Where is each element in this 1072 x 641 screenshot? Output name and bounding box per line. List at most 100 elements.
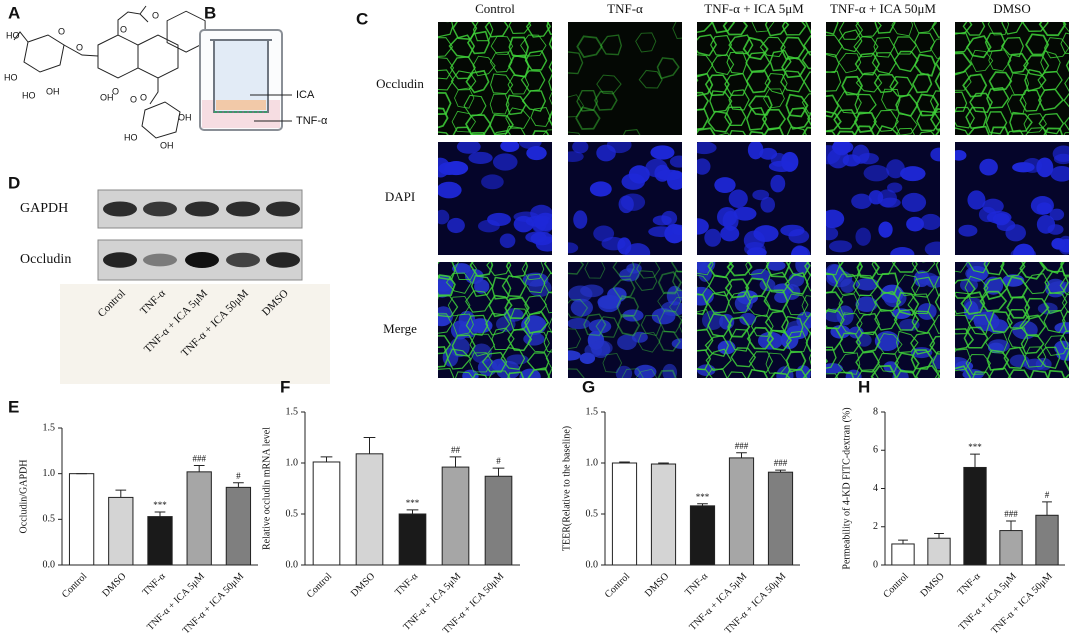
- junction: [1043, 127, 1064, 135]
- error-bar: [233, 482, 244, 488]
- junction: [808, 353, 811, 366]
- band: [143, 201, 177, 217]
- junction: [724, 106, 747, 126]
- junction: [451, 334, 476, 357]
- junction: [955, 314, 971, 335]
- junction: [784, 271, 809, 295]
- junction: [1001, 22, 1023, 35]
- nucleus: [840, 278, 855, 293]
- y-axis-label: Permeability of 4-KD FITC-dextran (%): [841, 407, 852, 569]
- junction: [1003, 346, 1027, 369]
- junction: [1022, 22, 1049, 33]
- column-header: Control: [475, 1, 515, 16]
- nucleus: [617, 334, 637, 351]
- nucleus: [606, 142, 632, 154]
- nucleus: [733, 206, 757, 221]
- nucleus: [568, 242, 579, 254]
- junction: [1060, 262, 1069, 277]
- panel-label: F: [280, 377, 290, 396]
- junction: [568, 368, 585, 378]
- significance: ##: [451, 445, 461, 455]
- junction: [568, 94, 584, 118]
- atom-label: HO: [6, 30, 20, 40]
- nucleus: [534, 212, 552, 231]
- junction: [640, 315, 662, 337]
- nucleus: [826, 209, 845, 229]
- junction: [786, 107, 811, 130]
- y-tick-label: 1.5: [286, 406, 299, 417]
- junction: [910, 331, 936, 355]
- atom-label: HO: [4, 72, 18, 82]
- junction: [635, 368, 658, 378]
- atom-label: OH: [46, 86, 60, 96]
- junction: [955, 22, 973, 35]
- junction: [616, 295, 639, 318]
- nucleus: [579, 352, 596, 364]
- junction: [524, 294, 548, 315]
- junction: [520, 70, 546, 92]
- junction: [1038, 113, 1065, 135]
- junction: [672, 270, 682, 292]
- junction: [1061, 310, 1069, 333]
- nucleus: [601, 236, 626, 251]
- nucleus: [626, 263, 642, 274]
- junction: [527, 331, 550, 353]
- junction: [826, 308, 845, 330]
- junction: [438, 22, 454, 38]
- junction: [730, 347, 757, 368]
- nucleus: [481, 174, 504, 190]
- junction: [438, 37, 454, 57]
- junction: [826, 110, 842, 133]
- nucleus: [899, 318, 920, 332]
- nucleus: [878, 221, 893, 238]
- error-bar: [406, 509, 419, 514]
- band: [143, 253, 177, 267]
- atom-label: O: [130, 94, 137, 104]
- junction: [746, 294, 771, 318]
- junction: [1029, 369, 1049, 378]
- junction: [913, 53, 937, 77]
- junction: [621, 368, 644, 378]
- bar: [767, 471, 794, 566]
- nucleus: [506, 354, 529, 365]
- error-bar: [898, 539, 908, 544]
- junction: [963, 326, 989, 349]
- nucleus: [590, 340, 613, 356]
- nucleus: [1051, 238, 1066, 250]
- nucleus: [781, 151, 799, 172]
- junction: [916, 110, 940, 132]
- junction: [1008, 72, 1030, 96]
- junction: [807, 111, 811, 127]
- junction: [504, 296, 530, 320]
- nucleus: [568, 350, 581, 361]
- junction: [876, 125, 900, 135]
- junction: [955, 278, 976, 299]
- junction: [907, 293, 931, 315]
- y-tick-label: 1.0: [586, 457, 599, 468]
- junction: [970, 49, 994, 72]
- junction: [804, 262, 811, 276]
- significance: ###: [774, 458, 788, 468]
- junction: [781, 22, 807, 36]
- junction: [543, 330, 552, 353]
- junction: [412, 275, 436, 296]
- junction: [836, 130, 856, 135]
- nucleus: [766, 262, 786, 271]
- junction: [955, 328, 975, 351]
- nucleus: [996, 219, 1016, 232]
- junction: [964, 0, 987, 18]
- atom-label: OH: [160, 140, 174, 150]
- junction: [602, 353, 623, 373]
- junction: [465, 114, 492, 135]
- nucleus: [615, 365, 633, 378]
- nucleus: [650, 145, 675, 160]
- nucleus: [651, 308, 676, 325]
- junction: [414, 17, 434, 39]
- junction: [983, 262, 1005, 276]
- nucleus: [671, 224, 682, 236]
- micrograph: [568, 142, 682, 255]
- junction: [826, 130, 836, 135]
- junction: [472, 373, 488, 378]
- y-tick-label: 0.5: [586, 508, 599, 519]
- significance: ###: [1004, 509, 1018, 519]
